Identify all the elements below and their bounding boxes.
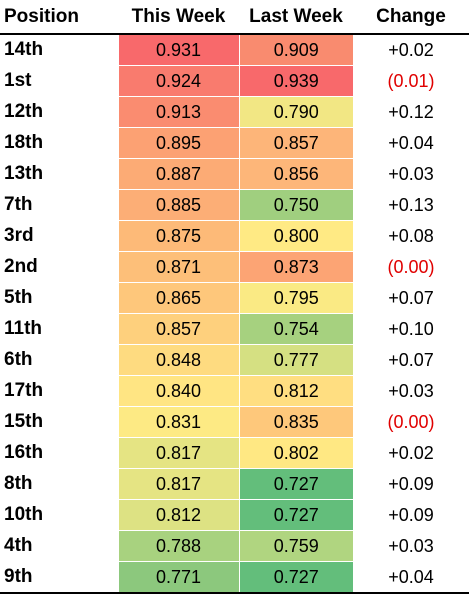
position-cell: 17th [0, 375, 118, 407]
table-row: 7th 0.885 0.750 +0.13 [0, 189, 469, 221]
last-week-cell: 0.812 [238, 375, 353, 407]
this-week-cell: 0.875 [117, 220, 239, 252]
change-cell: (0.01) [353, 65, 469, 97]
position-cell: 8th [0, 468, 118, 500]
this-week-cell: 0.840 [117, 375, 239, 407]
table-row: 2nd 0.871 0.873 (0.00) [0, 251, 469, 283]
table-row: 6th 0.848 0.777 +0.07 [0, 344, 469, 376]
last-week-cell: 0.939 [238, 65, 353, 97]
change-cell: +0.07 [353, 282, 469, 314]
change-cell: +0.09 [353, 499, 469, 531]
last-week-cell: 0.727 [238, 499, 353, 531]
position-cell: 11th [0, 313, 118, 345]
table-row: 9th 0.771 0.727 +0.04 [0, 561, 469, 594]
last-week-cell: 0.727 [238, 468, 353, 500]
header-last-week: Last Week [239, 0, 353, 35]
this-week-cell: 0.887 [117, 158, 239, 190]
position-cell: 9th [0, 561, 118, 594]
table-row: 13th 0.887 0.856 +0.03 [0, 158, 469, 190]
change-cell: +0.09 [353, 468, 469, 500]
this-week-cell: 0.812 [117, 499, 239, 531]
change-cell: +0.07 [353, 344, 469, 376]
table-row: 4th 0.788 0.759 +0.03 [0, 530, 469, 562]
change-cell: +0.03 [353, 158, 469, 190]
this-week-cell: 0.865 [117, 282, 239, 314]
change-cell: +0.10 [353, 313, 469, 345]
position-cell: 16th [0, 437, 118, 469]
position-cell: 6th [0, 344, 118, 376]
this-week-cell: 0.848 [117, 344, 239, 376]
last-week-cell: 0.754 [238, 313, 353, 345]
table-row: 16th 0.817 0.802 +0.02 [0, 437, 469, 469]
change-cell: (0.00) [353, 251, 469, 283]
last-week-cell: 0.909 [238, 34, 353, 66]
header-position: Position [0, 0, 118, 35]
table-row: 12th 0.913 0.790 +0.12 [0, 96, 469, 128]
this-week-cell: 0.931 [117, 34, 239, 66]
last-week-cell: 0.802 [238, 437, 353, 469]
header-this-week: This Week [118, 0, 239, 35]
change-cell: +0.08 [353, 220, 469, 252]
table-row: 1st 0.924 0.939 (0.01) [0, 65, 469, 97]
change-cell: +0.03 [353, 375, 469, 407]
this-week-cell: 0.857 [117, 313, 239, 345]
last-week-cell: 0.777 [238, 344, 353, 376]
last-week-cell: 0.795 [238, 282, 353, 314]
this-week-cell: 0.913 [117, 96, 239, 128]
this-week-cell: 0.788 [117, 530, 239, 562]
change-cell: +0.04 [353, 561, 469, 594]
last-week-cell: 0.727 [238, 561, 353, 594]
last-week-cell: 0.835 [238, 406, 353, 438]
last-week-cell: 0.857 [238, 127, 353, 159]
table-row: 17th 0.840 0.812 +0.03 [0, 375, 469, 407]
header-row: Position This Week Last Week Change [0, 0, 469, 35]
table-row: 11th 0.857 0.754 +0.10 [0, 313, 469, 345]
header-change: Change [353, 0, 469, 35]
position-cell: 18th [0, 127, 118, 159]
this-week-cell: 0.871 [117, 251, 239, 283]
this-week-cell: 0.771 [117, 561, 239, 594]
table-row: 15th 0.831 0.835 (0.00) [0, 406, 469, 438]
last-week-cell: 0.873 [238, 251, 353, 283]
change-cell: (0.00) [353, 406, 469, 438]
change-cell: +0.02 [353, 437, 469, 469]
this-week-cell: 0.817 [117, 437, 239, 469]
this-week-cell: 0.885 [117, 189, 239, 221]
table-row: 5th 0.865 0.795 +0.07 [0, 282, 469, 314]
change-cell: +0.04 [353, 127, 469, 159]
last-week-cell: 0.750 [238, 189, 353, 221]
change-cell: +0.03 [353, 530, 469, 562]
table-row: 18th 0.895 0.857 +0.04 [0, 127, 469, 159]
position-cell: 4th [0, 530, 118, 562]
this-week-cell: 0.831 [117, 406, 239, 438]
this-week-cell: 0.924 [117, 65, 239, 97]
table-row: 14th 0.931 0.909 +0.02 [0, 34, 469, 66]
position-cell: 5th [0, 282, 118, 314]
last-week-cell: 0.800 [238, 220, 353, 252]
change-cell: +0.02 [353, 34, 469, 66]
table-row: 10th 0.812 0.727 +0.09 [0, 499, 469, 531]
position-cell: 14th [0, 34, 118, 66]
last-week-cell: 0.856 [238, 158, 353, 190]
change-cell: +0.12 [353, 96, 469, 128]
last-week-cell: 0.790 [238, 96, 353, 128]
position-cell: 1st [0, 65, 118, 97]
position-cell: 7th [0, 189, 118, 221]
position-cell: 10th [0, 499, 118, 531]
table-row: 8th 0.817 0.727 +0.09 [0, 468, 469, 500]
position-cell: 15th [0, 406, 118, 438]
table-header: Position This Week Last Week Change [0, 0, 469, 35]
table-row: 3rd 0.875 0.800 +0.08 [0, 220, 469, 252]
last-week-cell: 0.759 [238, 530, 353, 562]
position-cell: 13th [0, 158, 118, 190]
this-week-cell: 0.817 [117, 468, 239, 500]
position-cell: 3rd [0, 220, 118, 252]
this-week-cell: 0.895 [117, 127, 239, 159]
position-cell: 2nd [0, 251, 118, 283]
table-body: 14th 0.931 0.909 +0.02 1st 0.924 0.939 (0.01) 12… [0, 34, 469, 594]
position-cell: 12th [0, 96, 118, 128]
change-cell: +0.13 [353, 189, 469, 221]
